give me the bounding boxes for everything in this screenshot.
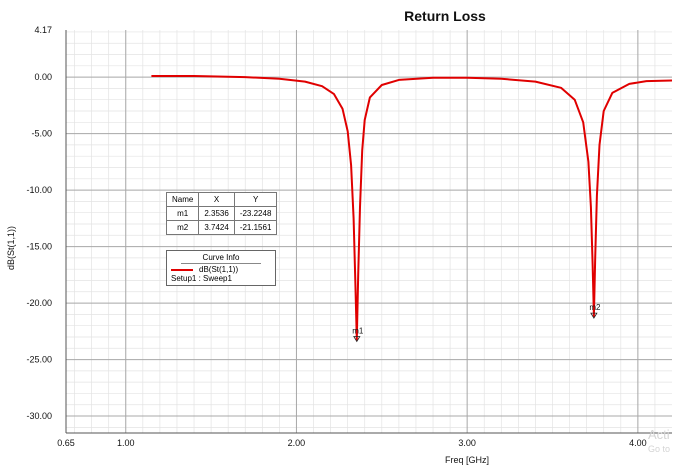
marker-layer: m1 m2 xyxy=(352,303,601,343)
plot-area xyxy=(66,30,672,433)
x-tick-label: 4.00 xyxy=(629,438,647,448)
table-cell: m1 xyxy=(165,206,200,221)
table-cell: 3.7424 xyxy=(198,220,235,235)
table-row: m1 2.3536 -23.2248 xyxy=(165,206,278,221)
marker-triangle xyxy=(590,312,598,319)
table-cell: m2 xyxy=(165,220,200,235)
legend-setup-label: Setup1 : Sweep1 xyxy=(171,274,232,283)
series-layer xyxy=(151,75,673,341)
marker-label: m1 xyxy=(352,327,364,336)
legend-entry: dB(St(1,1)) xyxy=(167,265,275,274)
x-tick-label: 0.65 xyxy=(57,438,75,448)
curve-info-title: Curve Info xyxy=(181,253,261,264)
y-tick-label: -20.00 xyxy=(26,298,52,308)
y-tick-label: 4.17 xyxy=(34,25,52,35)
marker-table-header-y: Y xyxy=(233,192,278,207)
x-tick-label: 3.00 xyxy=(458,438,476,448)
marker-table-header-name: Name xyxy=(165,192,200,207)
marker-triangle xyxy=(353,336,361,343)
curve-info-legend[interactable]: Curve Info dB(St(1,1)) Setup1 : Sweep1 xyxy=(166,250,276,286)
marker-table[interactable]: Name X Y m1 2.3536 -23.2248 m2 3.7424 -2… xyxy=(165,192,278,235)
x-tick-label: 2.00 xyxy=(288,438,306,448)
marker-table-header-x: X xyxy=(198,192,235,207)
grid xyxy=(66,30,672,433)
marker-label: m2 xyxy=(589,303,601,312)
table-cell: 2.3536 xyxy=(198,206,235,221)
x-tick-label: 1.00 xyxy=(117,438,135,448)
table-row: m2 3.7424 -21.1561 xyxy=(165,220,278,235)
watermark-line1: Acti xyxy=(648,427,670,442)
y-tick-label: -30.00 xyxy=(26,411,52,421)
x-axis-title: Freq [GHz] xyxy=(445,455,489,465)
table-cell: -21.1561 xyxy=(233,220,278,235)
axes: 4.17 0.00 -5.00 -10.00 -15.00 -20.00 -25.00 -30… xyxy=(26,25,672,448)
legend-trace-label: dB(St(1,1)) xyxy=(199,265,239,274)
activation-watermark: Acti Go to xyxy=(648,428,670,456)
marker-table-header: Name X Y xyxy=(165,192,278,207)
y-axis-title: dB(St(1,1)) xyxy=(6,226,16,270)
watermark-line2: Go to xyxy=(648,444,671,454)
y-tick-label: -10.00 xyxy=(26,185,52,195)
legend-line-swatch xyxy=(171,268,193,271)
y-tick-label: -5.00 xyxy=(31,129,52,139)
y-tick-label: -25.00 xyxy=(26,355,52,365)
y-tick-label: 0.00 xyxy=(34,72,52,82)
chart-title: Return Loss xyxy=(404,8,486,24)
y-tick-label: -15.00 xyxy=(26,242,52,252)
series-line xyxy=(151,75,673,341)
table-cell: -23.2248 xyxy=(233,206,278,221)
